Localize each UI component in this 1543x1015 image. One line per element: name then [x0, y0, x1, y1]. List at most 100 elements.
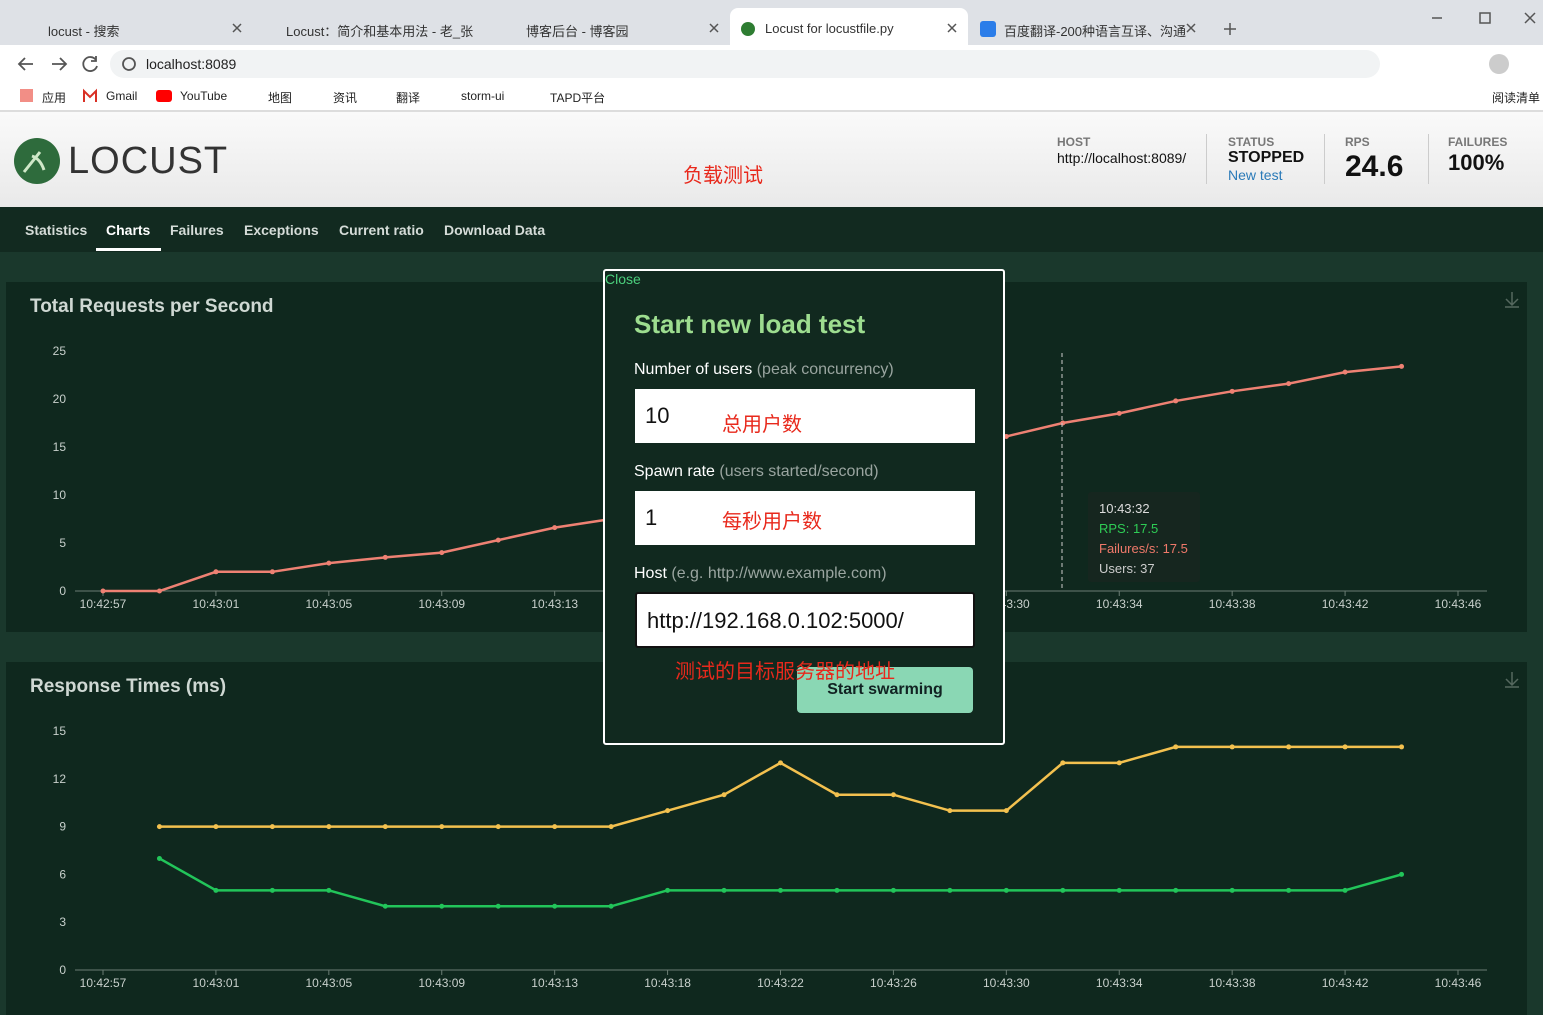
point — [552, 824, 558, 830]
point — [608, 903, 614, 909]
tab[interactable]: locust - 搜索 — [48, 24, 120, 39]
point — [213, 569, 219, 575]
y-tick-label: 6 — [59, 867, 66, 881]
tab[interactable]: Locust：简介和基本用法 - 老_张 — [286, 24, 474, 39]
point — [834, 887, 840, 893]
locust-header — [0, 112, 1543, 207]
x-tick-label: 10:43:09 — [418, 976, 465, 990]
tooltip-text: Failures/s: 17.5 — [1099, 541, 1188, 556]
point — [269, 824, 275, 830]
point — [1286, 381, 1292, 387]
field-label: Spawn rate (users started/second) — [634, 463, 879, 481]
failures-label: FAILURES — [1448, 135, 1508, 149]
y-tick-label: 12 — [53, 772, 67, 786]
host-label: HOST — [1057, 135, 1091, 149]
point — [213, 824, 219, 830]
point — [1116, 887, 1122, 893]
field-label: Number of users (peak concurrency) — [634, 361, 894, 379]
x-tick-label: 10:43:05 — [305, 976, 352, 990]
point — [495, 824, 501, 830]
point — [439, 903, 445, 909]
bookmark[interactable]: YouTube — [180, 89, 228, 103]
tooltip-text: 10:43:32 — [1099, 501, 1150, 516]
point — [1399, 744, 1405, 750]
x-tick-label: 10:43:46 — [1435, 597, 1482, 611]
users-input[interactable]: 10 — [635, 389, 975, 443]
status-label: STATUS — [1228, 135, 1275, 149]
x-tick-label: 10:43:05 — [305, 597, 352, 611]
bookmark[interactable]: storm-ui — [461, 89, 505, 103]
y-tick-label: 15 — [53, 440, 67, 454]
bookmark[interactable]: TAPD平台 — [550, 91, 606, 105]
label: Host — [634, 565, 667, 582]
host-input[interactable]: http://192.168.0.102:5000/ — [635, 592, 975, 648]
nav-tab[interactable]: Exceptions — [244, 222, 319, 238]
y-tick-label: 3 — [59, 915, 66, 929]
nav-tab[interactable]: Charts — [106, 222, 151, 238]
divider — [1206, 134, 1207, 184]
nav-tab[interactable]: Current ratio — [339, 222, 424, 238]
bookmark[interactable]: 地图 — [268, 91, 293, 105]
point — [100, 588, 106, 594]
tab[interactable]: Locust for locustfile.py — [765, 21, 894, 36]
point — [947, 808, 953, 814]
point — [1060, 420, 1066, 426]
rps-value: 24.6 — [1345, 150, 1404, 183]
chart-title: Response Times (ms) — [30, 676, 226, 697]
logo-icon — [14, 138, 60, 184]
point — [1173, 398, 1179, 404]
point — [1173, 887, 1179, 893]
point — [1060, 760, 1066, 766]
point — [721, 887, 727, 893]
annotation: 测试的目标服务器的地址 — [675, 661, 895, 683]
point — [495, 903, 501, 909]
new-test-link[interactable]: New test — [1228, 167, 1283, 183]
y-tick-label: 0 — [59, 963, 66, 977]
x-tick-label: 10:43:22 — [757, 976, 804, 990]
y-tick-label: 5 — [59, 536, 66, 550]
point — [1173, 744, 1179, 750]
x-tick-label: 10:43:34 — [1096, 976, 1143, 990]
point — [156, 588, 162, 594]
bookmark[interactable]: Gmail — [106, 89, 138, 103]
x-tick-label: 10:43:42 — [1322, 976, 1369, 990]
nav-tab[interactable]: Failures — [170, 222, 224, 238]
tab[interactable]: 博客后台 - 博客园 — [526, 24, 629, 39]
modal-title: Start new load test — [634, 309, 866, 339]
tooltip-text: Users: 37 — [1099, 561, 1155, 576]
point — [665, 887, 671, 893]
bookmark[interactable]: 翻译 — [396, 91, 421, 105]
x-tick-label: 10:43:38 — [1209, 976, 1256, 990]
start-button[interactable]: Start swarming — [797, 667, 973, 713]
status-value: STOPPED — [1228, 149, 1305, 166]
point — [778, 887, 783, 893]
point — [834, 792, 840, 798]
y-tick-label: 0 — [59, 584, 66, 598]
point — [1342, 744, 1348, 750]
nav-bar — [0, 207, 1543, 252]
point — [1003, 887, 1009, 893]
close-link[interactable]: Close — [605, 271, 641, 287]
logo-text: LOCUST — [68, 140, 229, 182]
tab[interactable]: 百度翻译-200种语言互译、沟通 — [1004, 24, 1187, 39]
point — [778, 760, 783, 766]
point — [552, 525, 558, 531]
label: Spawn rate — [634, 463, 715, 480]
point — [1286, 744, 1292, 750]
y-tick-label: 25 — [53, 344, 67, 358]
point — [326, 887, 332, 893]
active-underline — [96, 248, 161, 251]
point — [326, 824, 332, 830]
bookmark[interactable]: 应用 — [42, 91, 67, 105]
x-tick-label: 10:43:34 — [1096, 597, 1143, 611]
url[interactable]: localhost:8089 — [146, 56, 237, 72]
failures-value: 100% — [1448, 150, 1505, 175]
hint: (peak concurrency) — [756, 361, 894, 378]
point — [1342, 887, 1348, 893]
bookmark[interactable]: 资讯 — [333, 91, 358, 105]
nav-tab[interactable]: Download Data — [444, 222, 546, 238]
nav-tab[interactable]: Statistics — [25, 222, 88, 238]
rate-input[interactable]: 1 — [635, 491, 975, 545]
reading-list[interactable]: 阅读清单 — [1492, 91, 1541, 105]
